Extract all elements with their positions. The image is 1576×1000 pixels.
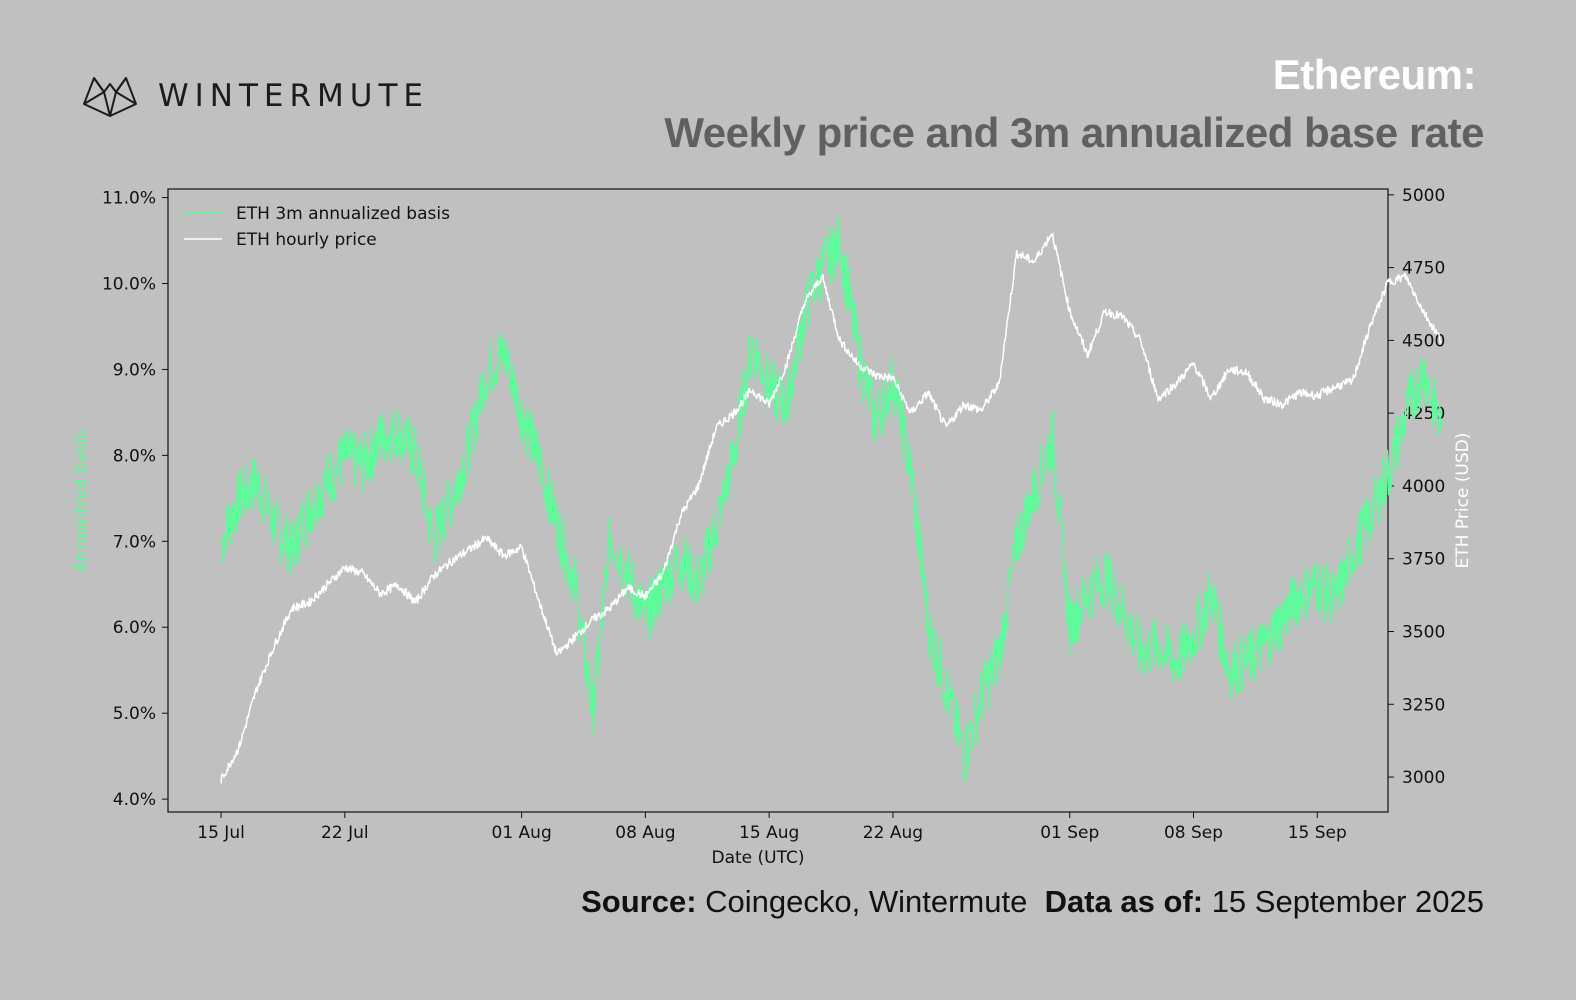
- chart-title: Ethereum: Weekly price and 3m annualized…: [664, 48, 1484, 164]
- x-tick-label: 22 Aug: [863, 823, 923, 843]
- left-tick-label: 11.0%: [102, 189, 156, 209]
- series-basis-line: [220, 215, 1442, 783]
- x-tick-label: 15 Jul: [197, 823, 245, 843]
- right-tick-label: 3250: [1402, 695, 1445, 715]
- left-tick-label: 10.0%: [102, 275, 156, 295]
- left-tick-label: 9.0%: [113, 360, 156, 380]
- right-tick-label: 3750: [1402, 550, 1445, 570]
- legend-label-price: ETH hourly price: [236, 230, 377, 250]
- right-tick-label: 3500: [1402, 623, 1445, 643]
- left-tick-label: 7.0%: [113, 532, 156, 552]
- left-axis-label: Annualized basis: [71, 429, 91, 572]
- brand-logo: WINTERMUTE: [82, 74, 429, 118]
- asof-value: 15 September 2025: [1211, 884, 1484, 919]
- asof-label: Data as of:: [1044, 884, 1204, 919]
- right-axis-label: ETH Price (USD): [1453, 433, 1473, 569]
- source-label: Source:: [581, 884, 697, 919]
- left-tick-label: 8.0%: [113, 446, 156, 466]
- legend-label-basis: ETH 3m annualized basis: [236, 204, 450, 224]
- x-tick-label: 15 Sep: [1288, 823, 1347, 843]
- x-tick-label: 08 Aug: [615, 823, 675, 843]
- plot-frame: [167, 188, 1389, 813]
- x-axis-label: Date (UTC): [711, 848, 804, 868]
- title-line-1: Ethereum:: [1272, 51, 1477, 98]
- footer-source: Source: Coingecko, Wintermute Data as of…: [581, 884, 1484, 920]
- wintermute-logo-icon: [83, 77, 137, 117]
- right-tick-label: 4500: [1402, 331, 1445, 351]
- left-tick-label: 6.0%: [113, 618, 156, 638]
- left-tick-label: 5.0%: [113, 704, 156, 724]
- right-tick-label: 5000: [1402, 186, 1445, 206]
- x-tick-label: 08 Sep: [1164, 823, 1223, 843]
- title-line-2: Weekly price and 3m annualized base rate: [664, 109, 1484, 156]
- source-value: Coingecko, Wintermute: [705, 884, 1028, 919]
- x-tick-label: 01 Sep: [1040, 823, 1099, 843]
- logo-wordmark: WINTERMUTE: [158, 78, 430, 114]
- right-tick-label: 4000: [1402, 477, 1445, 497]
- right-tick-label: 4750: [1402, 259, 1445, 279]
- x-tick-label: 01 Aug: [492, 823, 552, 843]
- series-price-line: [220, 232, 1442, 784]
- x-tick-label: 15 Aug: [739, 823, 799, 843]
- left-tick-label: 4.0%: [113, 790, 156, 810]
- x-tick-label: 22 Jul: [321, 823, 369, 843]
- right-tick-label: 3000: [1402, 768, 1445, 788]
